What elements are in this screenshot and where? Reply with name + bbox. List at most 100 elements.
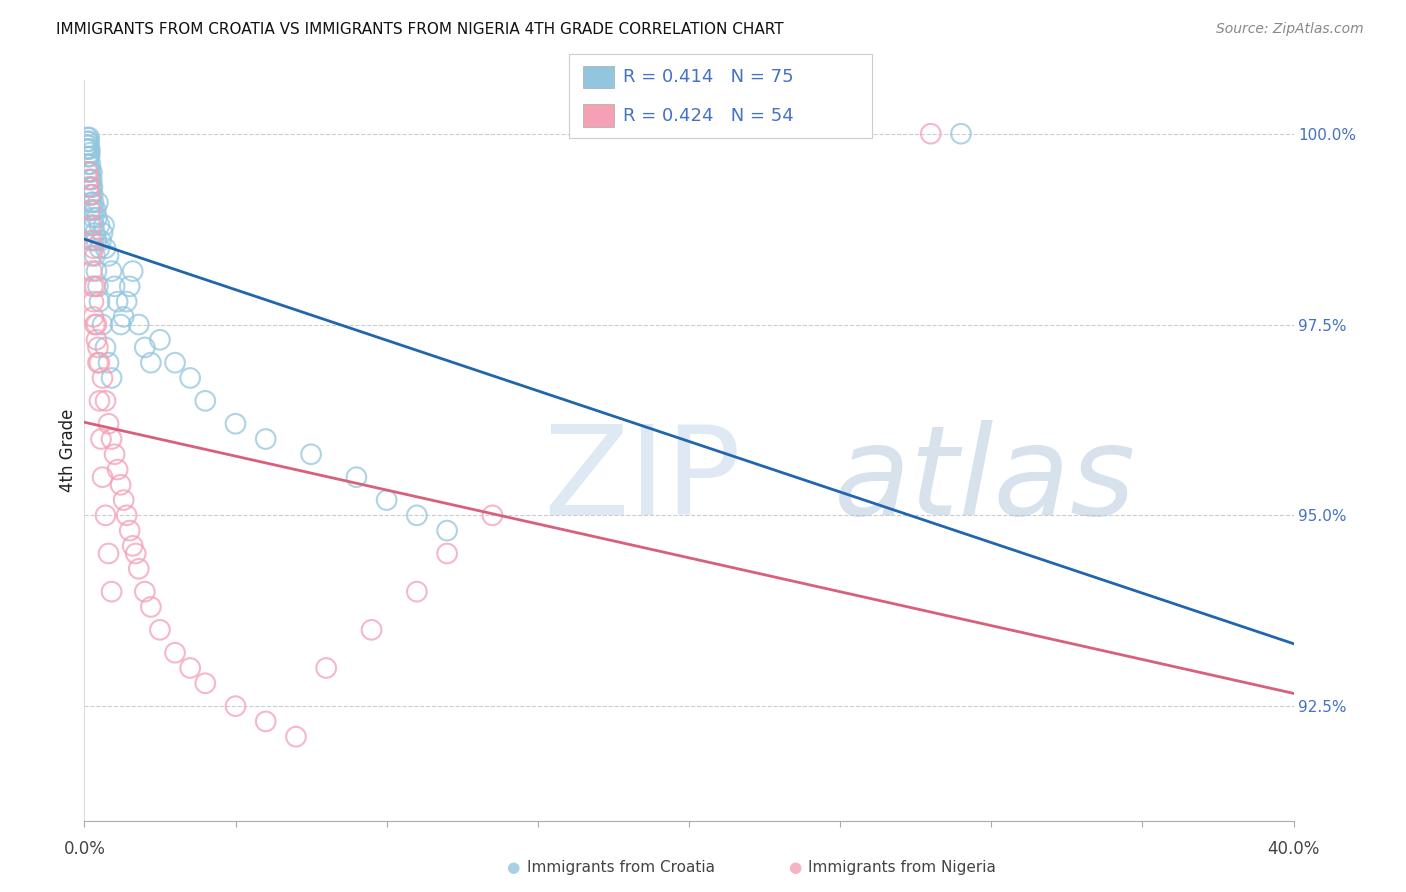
Point bbox=[254, 714, 277, 729]
Point bbox=[76, 165, 98, 179]
Text: 40.0%: 40.0% bbox=[1267, 839, 1320, 858]
Y-axis label: 4th Grade: 4th Grade bbox=[59, 409, 77, 492]
Point bbox=[194, 676, 217, 690]
Point bbox=[86, 318, 108, 332]
Point bbox=[80, 234, 103, 248]
Point bbox=[89, 294, 111, 309]
Point bbox=[77, 180, 100, 194]
Point bbox=[82, 195, 104, 210]
Point bbox=[82, 279, 104, 293]
Point bbox=[76, 130, 98, 145]
Point bbox=[84, 202, 107, 217]
Point bbox=[76, 138, 98, 153]
Point bbox=[87, 356, 110, 370]
Text: 0.0%: 0.0% bbox=[63, 839, 105, 858]
Point bbox=[90, 432, 112, 446]
Text: ZIP: ZIP bbox=[544, 419, 742, 541]
Point bbox=[82, 234, 104, 248]
Point bbox=[79, 145, 101, 160]
Point bbox=[77, 150, 100, 164]
Text: R = 0.424   N = 54: R = 0.424 N = 54 bbox=[623, 107, 793, 125]
Point bbox=[79, 187, 101, 202]
Point bbox=[94, 241, 117, 255]
Point bbox=[225, 699, 247, 714]
Point bbox=[77, 180, 100, 194]
Point bbox=[77, 142, 100, 156]
Point bbox=[375, 493, 398, 508]
Point bbox=[80, 264, 103, 278]
Point bbox=[89, 393, 111, 408]
Text: IMMIGRANTS FROM CROATIA VS IMMIGRANTS FROM NIGERIA 4TH GRADE CORRELATION CHART: IMMIGRANTS FROM CROATIA VS IMMIGRANTS FR… bbox=[56, 22, 785, 37]
Point bbox=[128, 562, 150, 576]
Point bbox=[406, 584, 429, 599]
Text: Immigrants from Croatia: Immigrants from Croatia bbox=[527, 860, 716, 874]
Point bbox=[118, 279, 141, 293]
Point bbox=[79, 142, 101, 156]
Point bbox=[254, 432, 277, 446]
Point bbox=[82, 310, 104, 324]
Point bbox=[93, 219, 115, 233]
Point bbox=[97, 356, 120, 370]
Text: ●: ● bbox=[506, 860, 520, 874]
Point bbox=[84, 279, 107, 293]
Point bbox=[481, 508, 503, 523]
Point bbox=[134, 584, 156, 599]
Point bbox=[77, 134, 100, 148]
Point bbox=[80, 187, 103, 202]
Point bbox=[104, 447, 127, 461]
Point bbox=[83, 219, 105, 233]
Point bbox=[436, 524, 458, 538]
Point bbox=[118, 524, 141, 538]
Point bbox=[110, 478, 132, 492]
Point bbox=[80, 180, 103, 194]
Point bbox=[82, 294, 104, 309]
Point bbox=[107, 462, 129, 476]
Point bbox=[149, 333, 172, 347]
Point bbox=[87, 195, 110, 210]
Text: Immigrants from Nigeria: Immigrants from Nigeria bbox=[808, 860, 997, 874]
Point bbox=[139, 599, 162, 614]
Point bbox=[100, 264, 122, 278]
Point bbox=[82, 187, 104, 202]
Point bbox=[82, 180, 104, 194]
Point bbox=[125, 547, 148, 561]
Point bbox=[194, 393, 217, 408]
Point bbox=[436, 547, 458, 561]
Point bbox=[100, 432, 122, 446]
Point bbox=[84, 226, 107, 240]
Point bbox=[91, 470, 114, 484]
Point bbox=[80, 249, 103, 263]
Point bbox=[179, 371, 201, 385]
Point bbox=[100, 584, 122, 599]
Point bbox=[121, 539, 143, 553]
Point bbox=[82, 211, 104, 225]
Point bbox=[79, 157, 101, 171]
Point bbox=[82, 241, 104, 255]
Point bbox=[104, 279, 127, 293]
Point bbox=[112, 493, 135, 508]
Point bbox=[920, 127, 942, 141]
Point bbox=[179, 661, 201, 675]
Point bbox=[76, 134, 98, 148]
Point bbox=[315, 661, 337, 675]
Point bbox=[77, 157, 100, 171]
Point bbox=[97, 417, 120, 431]
Point bbox=[75, 142, 97, 156]
Point bbox=[128, 318, 150, 332]
Point bbox=[79, 219, 101, 233]
Point bbox=[87, 340, 110, 354]
Point bbox=[285, 730, 308, 744]
Point bbox=[299, 447, 322, 461]
Text: R = 0.414   N = 75: R = 0.414 N = 75 bbox=[623, 68, 793, 86]
Point bbox=[94, 393, 117, 408]
Point bbox=[80, 172, 103, 186]
Point bbox=[91, 318, 114, 332]
Point bbox=[110, 318, 132, 332]
Point bbox=[80, 165, 103, 179]
Point bbox=[115, 508, 138, 523]
Point bbox=[149, 623, 172, 637]
Point bbox=[91, 226, 114, 240]
Point bbox=[139, 356, 162, 370]
Point bbox=[89, 356, 111, 370]
Point bbox=[77, 165, 100, 179]
